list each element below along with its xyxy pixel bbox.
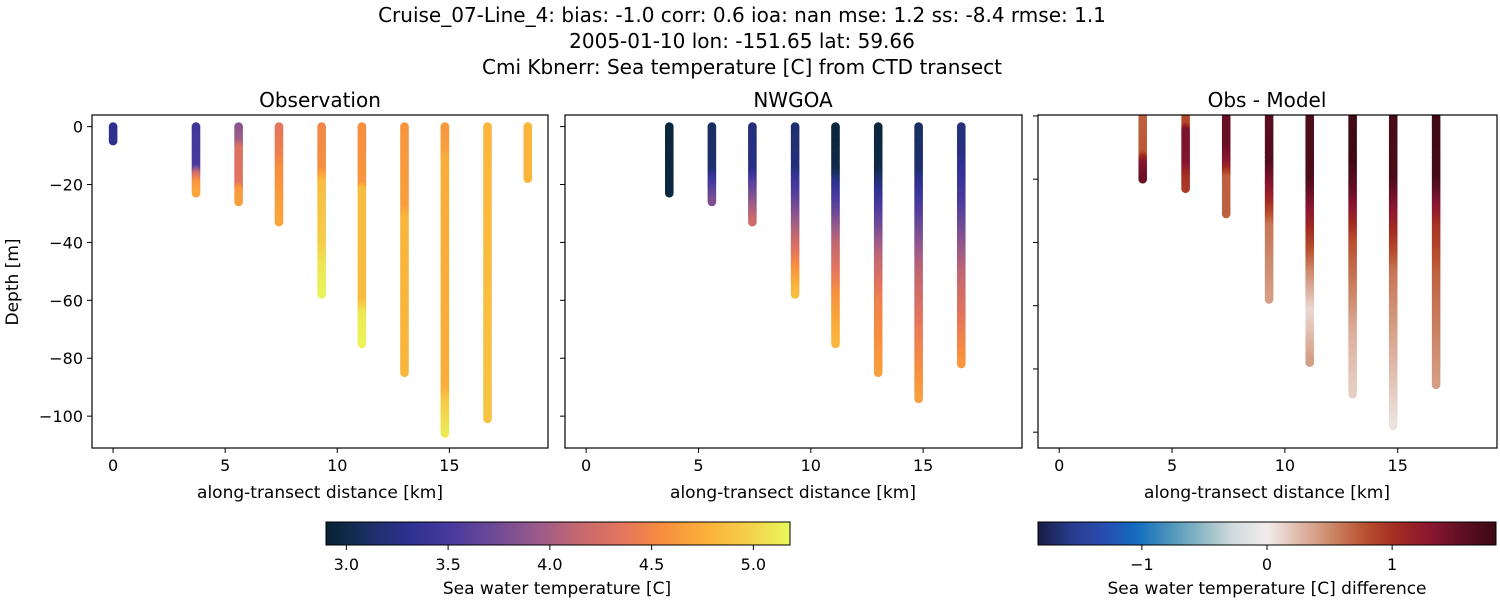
- data-point: [1348, 389, 1357, 399]
- profile-obs-minus-model-0: [1138, 115, 1147, 184]
- data-point: [665, 188, 674, 198]
- profile-obs-minus-model-6: [1388, 115, 1398, 431]
- panel-title-observation: Observation: [259, 88, 381, 112]
- data-point: [317, 290, 326, 299]
- x-tick-label: 10: [327, 456, 347, 475]
- y-tick-label: −40: [49, 233, 83, 252]
- profile-observation-8: [483, 122, 492, 424]
- data-point: [1138, 174, 1147, 184]
- panel-title-obs-minus-model: Obs - Model: [1208, 88, 1327, 112]
- colorbar-1: [1037, 521, 1497, 546]
- data-point: [108, 136, 118, 146]
- data-point: [914, 394, 923, 404]
- x-tick-label: 5: [693, 456, 703, 475]
- y-tick-label: −100: [39, 407, 83, 426]
- x-tick-label: 15: [439, 456, 459, 475]
- x-tick-label: 5: [220, 456, 230, 475]
- x-tick-label: 10: [801, 456, 821, 475]
- y-tick-label: 0: [73, 118, 83, 137]
- colorbar-tick-label: 0: [1262, 555, 1272, 574]
- data-point: [831, 339, 840, 349]
- data-point: [790, 290, 800, 299]
- profile-nwgoa-7: [957, 122, 966, 369]
- x-tick-label: 0: [108, 456, 118, 475]
- colorbar-0: [325, 521, 791, 546]
- y-tick-label: −20: [49, 175, 83, 194]
- x-tick-label: 0: [1054, 456, 1064, 475]
- plot-area-obs-minus-model: [1138, 115, 1441, 431]
- y-tick-label: −80: [49, 349, 83, 368]
- profile-observation-2: [234, 122, 243, 207]
- profile-nwgoa-3: [790, 122, 800, 299]
- profile-observation-3: [274, 122, 284, 227]
- x-tick-label: 10: [1275, 456, 1295, 475]
- data-point: [957, 359, 966, 369]
- colorbar-label-difference: Sea water temperature [C] difference: [1107, 579, 1426, 599]
- data-point: [1181, 184, 1190, 193]
- x-axis-label-nwgoa: along-transect distance [km]: [670, 483, 916, 503]
- x-tick-label: 5: [1167, 456, 1177, 475]
- colorbar-tick-label: −1: [1130, 555, 1154, 574]
- data-point: [707, 197, 717, 207]
- data-point: [483, 414, 492, 424]
- profile-obs-minus-model-3: [1264, 115, 1274, 304]
- x-tick-label: 15: [913, 456, 933, 475]
- data-point: [234, 197, 243, 207]
- figure-title-line-1: Cruise_07-Line_4: bias: -1.0 corr: 0.6 i…: [378, 3, 1106, 27]
- profile-nwgoa-2: [748, 122, 757, 227]
- data-point: [357, 339, 367, 349]
- profile-obs-minus-model-5: [1348, 115, 1357, 399]
- profile-observation-0: [108, 122, 118, 146]
- axes-frame-nwgoa: [564, 114, 1023, 449]
- profile-nwgoa-4: [831, 122, 840, 349]
- profile-obs-minus-model-7: [1431, 115, 1441, 390]
- x-axis-label-observation: along-transect distance [km]: [197, 483, 443, 503]
- data-point: [274, 217, 284, 227]
- data-point: [440, 429, 450, 438]
- figure-title-line-3: Cmi Kbnerr: Sea temperature [C] from CTD…: [482, 55, 1002, 79]
- axes-frame-observation: [91, 114, 549, 449]
- profile-observation-9: [523, 122, 533, 183]
- colorbar-tick-label: 3.0: [334, 555, 359, 574]
- profile-nwgoa-5: [873, 122, 883, 378]
- colorbar-tick-label: 5.0: [741, 555, 766, 574]
- data-point: [873, 368, 883, 378]
- data-point: [1431, 380, 1441, 390]
- colorbar-label-temperature: Sea water temperature [C]: [443, 579, 671, 599]
- data-point: [1264, 295, 1274, 304]
- data-point: [191, 188, 201, 198]
- data-point: [523, 174, 533, 183]
- profile-obs-minus-model-2: [1221, 115, 1231, 219]
- plot-area-nwgoa: [665, 122, 966, 404]
- data-point: [748, 217, 757, 227]
- profile-observation-4: [317, 122, 326, 299]
- x-tick-label: 15: [1388, 456, 1408, 475]
- x-tick-label: 0: [581, 456, 591, 475]
- profile-observation-5: [357, 122, 367, 349]
- data-point: [1221, 209, 1231, 219]
- colorbar-tick-label: 3.5: [435, 555, 460, 574]
- plot-area-observation: [108, 122, 533, 438]
- figure-title-line-2: 2005-01-10 lon: -151.65 lat: 59.66: [569, 29, 915, 53]
- colorbar-tick-label: 4.0: [537, 555, 562, 574]
- axes-frame-obs-minus-model: [1037, 114, 1498, 449]
- x-axis-label-obs-minus-model: along-transect distance [km]: [1144, 483, 1390, 503]
- y-axis-label: Depth [m]: [3, 238, 23, 325]
- colorbar-tick-label: 4.5: [639, 555, 664, 574]
- colorbar-tick-label: 1: [1387, 555, 1397, 574]
- profile-obs-minus-model-1: [1181, 115, 1190, 193]
- profile-nwgoa-1: [707, 122, 717, 207]
- profile-observation-6: [400, 122, 409, 378]
- panel-title-nwgoa: NWGOA: [753, 88, 833, 112]
- data-point: [400, 368, 409, 378]
- profile-obs-minus-model-4: [1305, 115, 1314, 367]
- data-point: [1388, 421, 1398, 431]
- profile-nwgoa-6: [914, 122, 923, 404]
- profile-observation-1: [191, 122, 201, 198]
- y-tick-label: −60: [49, 291, 83, 310]
- data-point: [1305, 358, 1314, 367]
- profile-nwgoa-0: [665, 122, 674, 198]
- profile-observation-7: [440, 122, 450, 438]
